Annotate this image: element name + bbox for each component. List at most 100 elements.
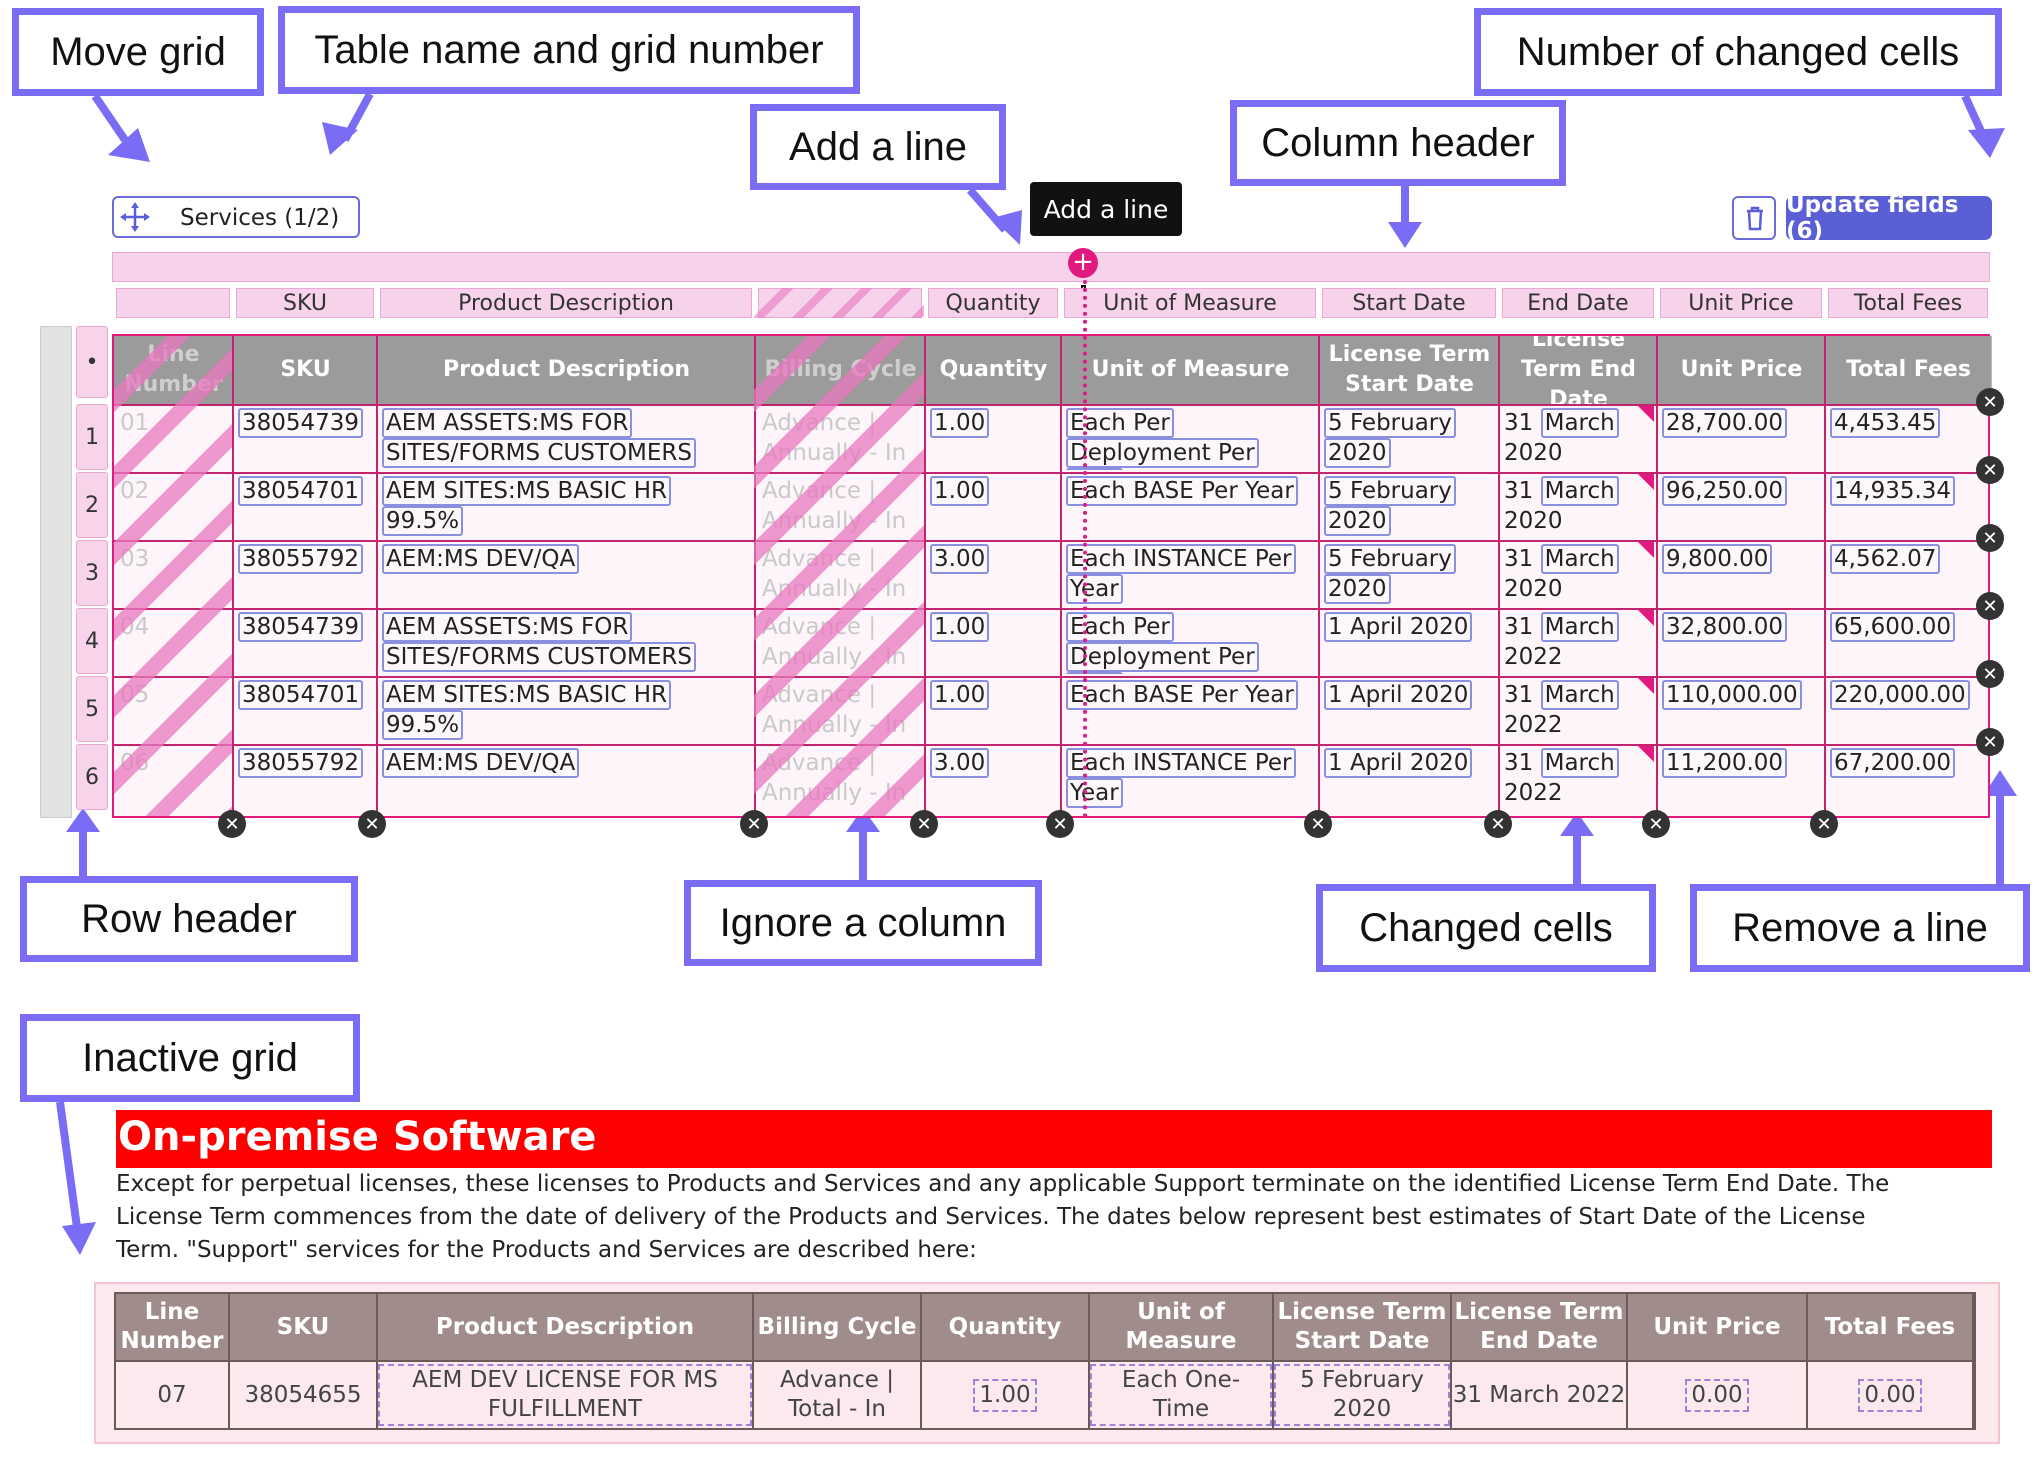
inactive-qty-value: 1.00 <box>973 1378 1037 1412</box>
remove-column-button[interactable]: ✕ <box>1810 810 1838 838</box>
end-date-cell[interactable]: 31 March 2022 <box>1500 746 1654 810</box>
column-header-6[interactable]: Start Date <box>1322 288 1496 318</box>
remove-column-button[interactable]: ✕ <box>1046 810 1074 838</box>
start-date-cell[interactable]: 5 February 2020 <box>1320 474 1496 538</box>
description-cell[interactable]: AEM ASSETS:MS FOR SITES/FORMS CUSTOMERS <box>378 406 752 470</box>
move-grid-button[interactable]: Services (1/2) <box>112 196 360 238</box>
unit-price-cell[interactable]: 9,800.00 <box>1658 542 1822 606</box>
callout-changed-count: Number of changed cells <box>1474 8 2002 96</box>
column-header-0[interactable] <box>116 288 230 318</box>
total-fees-cell[interactable]: 4,453.45 <box>1826 406 1988 470</box>
total-fees-cell[interactable]: 4,562.07 <box>1826 542 1988 606</box>
delete-grid-button[interactable] <box>1732 196 1776 240</box>
unit-price-cell[interactable]: 110,000.00 <box>1658 678 1822 742</box>
remove-line-button[interactable]: ✕ <box>1976 456 2004 484</box>
row-header-4[interactable]: 4 <box>76 608 108 674</box>
unit-price-cell[interactable]: 96,250.00 <box>1658 474 1822 538</box>
ignored-billing-cycle-column[interactable] <box>754 336 924 816</box>
table-header-1: SKU <box>234 336 378 404</box>
remove-column-button[interactable]: ✕ <box>1484 810 1512 838</box>
description-cell[interactable]: AEM SITES:MS BASIC HR 99.5% <box>378 678 752 742</box>
remove-column-button[interactable]: ✕ <box>1642 810 1670 838</box>
remove-column-button[interactable]: ✕ <box>358 810 386 838</box>
row-header-6[interactable]: 6 <box>76 744 108 810</box>
table-header-7: License Term End Date <box>1500 336 1658 404</box>
column-divider <box>924 336 926 816</box>
row-header-5[interactable]: 5 <box>76 676 108 742</box>
description-cell[interactable]: AEM ASSETS:MS FOR SITES/FORMS CUSTOMERS <box>378 610 752 674</box>
column-header-8[interactable]: Unit Price <box>1660 288 1822 318</box>
remove-line-button[interactable]: ✕ <box>1976 660 2004 688</box>
column-header-9[interactable]: Total Fees <box>1828 288 1988 318</box>
uom-cell[interactable]: Each INSTANCE Per Year <box>1062 746 1316 810</box>
remove-column-button[interactable]: ✕ <box>740 810 768 838</box>
remove-column-button[interactable]: ✕ <box>1304 810 1332 838</box>
quantity-cell[interactable]: 1.00 <box>926 678 1058 742</box>
description-cell[interactable]: AEM:MS DEV/QA <box>378 746 752 810</box>
column-header-1[interactable]: SKU <box>236 288 374 318</box>
sku-cell[interactable]: 38055792 <box>234 746 374 810</box>
remove-line-button[interactable]: ✕ <box>1976 524 2004 552</box>
sku-value: 38054739 <box>238 612 364 642</box>
total-fees-cell[interactable]: 220,000.00 <box>1826 678 1988 742</box>
unit-price-cell[interactable]: 11,200.00 <box>1658 746 1822 810</box>
unit-price-cell[interactable]: 32,800.00 <box>1658 610 1822 674</box>
quantity-cell[interactable]: 1.00 <box>926 406 1058 470</box>
uom-cell[interactable]: Each Per Deployment Per Year <box>1062 406 1316 470</box>
total-fees-cell[interactable]: 67,200.00 <box>1826 746 1988 810</box>
total-fees-cell[interactable]: 65,600.00 <box>1826 610 1988 674</box>
start-date-cell[interactable]: 5 February 2020 <box>1320 406 1496 470</box>
row-header-2[interactable]: 2 <box>76 472 108 538</box>
quantity-cell[interactable]: 1.00 <box>926 474 1058 538</box>
remove-line-button[interactable]: ✕ <box>1976 592 2004 620</box>
sku-cell[interactable]: 38054739 <box>234 406 374 470</box>
sku-cell[interactable]: 38054739 <box>234 610 374 674</box>
column-header-4[interactable]: Quantity <box>928 288 1058 318</box>
sku-cell[interactable]: 38054701 <box>234 678 374 742</box>
add-line-bar[interactable] <box>112 252 1990 282</box>
sku-value: 38054739 <box>238 408 364 438</box>
unit-price-value: 110,000.00 <box>1662 680 1802 710</box>
start-date-cell[interactable]: 1 April 2020 <box>1320 678 1496 742</box>
end-date-cell[interactable]: 31 March 2022 <box>1500 610 1654 674</box>
sku-value: 38054701 <box>238 476 364 506</box>
ignored-line-number-column[interactable] <box>114 336 232 816</box>
start-date-cell[interactable]: 5 February 2020 <box>1320 542 1496 606</box>
remove-x-icon: ✕ <box>224 813 240 835</box>
start-date-cell[interactable]: 1 April 2020 <box>1320 746 1496 810</box>
row-header-marker[interactable]: • <box>76 326 108 398</box>
column-header-5[interactable]: Unit of Measure <box>1064 288 1316 318</box>
end-date-cell[interactable]: 31 March 2020 <box>1500 474 1654 538</box>
update-fields-button[interactable]: Update fields (6) <box>1786 192 1992 244</box>
remove-line-button[interactable]: ✕ <box>1976 388 2004 416</box>
row-header-1[interactable]: 1 <box>76 404 108 470</box>
total-fees-cell[interactable]: 14,935.34 <box>1826 474 1988 538</box>
sku-cell[interactable]: 38054701 <box>234 474 374 538</box>
start-date-cell[interactable]: 1 April 2020 <box>1320 610 1496 674</box>
end-date-cell[interactable]: 31 March 2020 <box>1500 406 1654 470</box>
changed-cell-marker <box>1638 678 1654 694</box>
end-date-cell[interactable]: 31 March 2022 <box>1500 678 1654 742</box>
uom-cell[interactable]: Each BASE Per Year <box>1062 474 1316 538</box>
remove-column-button[interactable]: ✕ <box>218 810 246 838</box>
uom-cell[interactable]: Each BASE Per Year <box>1062 678 1316 742</box>
sku-cell[interactable]: 38055792 <box>234 542 374 606</box>
start-date-value: 1 April 2020 <box>1324 680 1473 710</box>
description-cell[interactable]: AEM SITES:MS BASIC HR 99.5% <box>378 474 752 538</box>
add-circle-icon[interactable]: + <box>1068 248 1098 278</box>
uom-cell[interactable]: Each INSTANCE Per Year <box>1062 542 1316 606</box>
end-date-cell[interactable]: 31 March 2020 <box>1500 542 1654 606</box>
quantity-cell[interactable]: 3.00 <box>926 746 1058 810</box>
row-header-3[interactable]: 3 <box>76 540 108 606</box>
quantity-cell[interactable]: 1.00 <box>926 610 1058 674</box>
column-divider <box>1060 336 1062 816</box>
end-day: 31 <box>1504 750 1534 776</box>
unit-price-cell[interactable]: 28,700.00 <box>1658 406 1822 470</box>
quantity-cell[interactable]: 3.00 <box>926 542 1058 606</box>
column-header-2[interactable]: Product Description <box>380 288 752 318</box>
remove-line-button[interactable]: ✕ <box>1976 728 2004 756</box>
column-header-7[interactable]: End Date <box>1502 288 1654 318</box>
uom-cell[interactable]: Each Per Deployment Per Year <box>1062 610 1316 674</box>
remove-column-button[interactable]: ✕ <box>910 810 938 838</box>
description-cell[interactable]: AEM:MS DEV/QA <box>378 542 752 606</box>
